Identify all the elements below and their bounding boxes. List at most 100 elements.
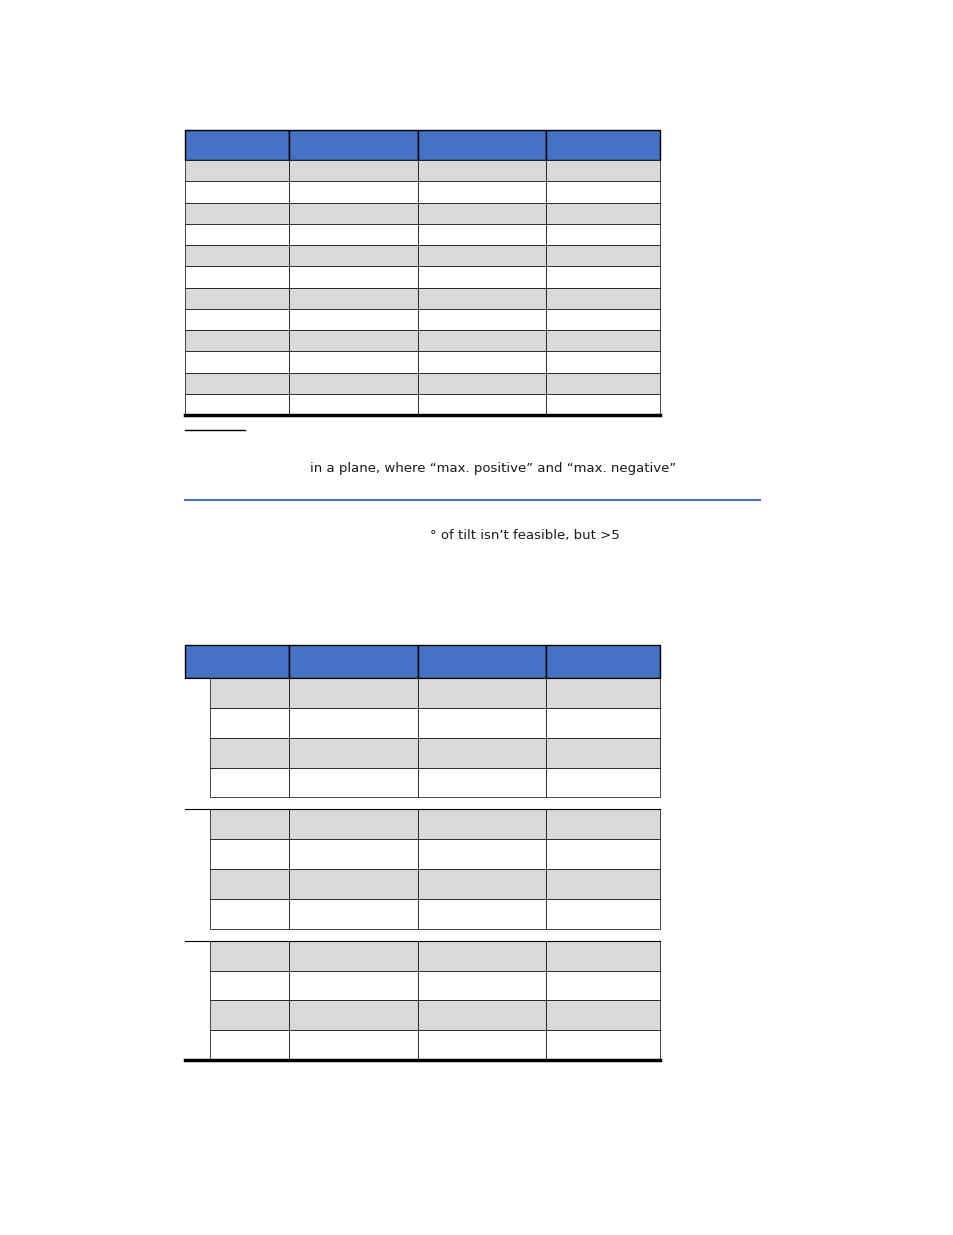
Bar (417, 1030, 545, 1060)
Bar (185, 645, 289, 678)
Bar (417, 224, 545, 245)
Bar (185, 1000, 210, 1030)
Bar (289, 182, 417, 203)
Bar (289, 645, 417, 678)
Bar (417, 203, 545, 224)
Bar (289, 1000, 417, 1030)
Bar (417, 899, 545, 929)
Bar (289, 869, 417, 899)
Bar (185, 941, 210, 971)
Bar (545, 309, 659, 330)
Bar (210, 809, 289, 839)
Bar (417, 767, 545, 798)
Bar (289, 809, 417, 839)
Bar (545, 161, 659, 182)
Bar (289, 373, 417, 394)
Bar (545, 737, 659, 767)
Bar (289, 130, 417, 161)
Bar (289, 971, 417, 1000)
Bar (417, 351, 545, 373)
Bar (185, 971, 210, 1000)
Bar (545, 351, 659, 373)
Bar (289, 394, 417, 415)
Text: in a plane, where “max. positive” and “max. negative”: in a plane, where “max. positive” and “m… (310, 462, 676, 474)
Bar (289, 245, 417, 267)
Bar (185, 839, 210, 869)
Bar (289, 161, 417, 182)
Bar (545, 182, 659, 203)
Bar (417, 678, 545, 708)
Bar (545, 708, 659, 737)
Bar (417, 161, 545, 182)
Bar (185, 1030, 210, 1060)
Bar (417, 373, 545, 394)
Bar (417, 839, 545, 869)
Bar (185, 708, 210, 737)
Bar (545, 971, 659, 1000)
Bar (417, 394, 545, 415)
Bar (545, 1000, 659, 1030)
Bar (545, 645, 659, 678)
Bar (417, 1000, 545, 1030)
Bar (545, 869, 659, 899)
Bar (545, 245, 659, 267)
Bar (210, 678, 289, 708)
Bar (185, 351, 289, 373)
Bar (289, 678, 417, 708)
Bar (185, 288, 289, 309)
Bar (545, 678, 659, 708)
Bar (185, 267, 289, 288)
Bar (185, 809, 210, 839)
Bar (185, 394, 289, 415)
Bar (417, 971, 545, 1000)
Bar (185, 161, 289, 182)
Bar (289, 708, 417, 737)
Bar (417, 288, 545, 309)
Bar (185, 224, 289, 245)
Bar (289, 351, 417, 373)
Bar (185, 678, 210, 708)
Bar (417, 941, 545, 971)
Bar (545, 203, 659, 224)
Bar (210, 1000, 289, 1030)
Bar (289, 330, 417, 351)
Bar (289, 1030, 417, 1060)
Bar (210, 708, 289, 737)
Bar (289, 203, 417, 224)
Bar (417, 245, 545, 267)
Bar (545, 839, 659, 869)
Bar (185, 899, 210, 929)
Bar (417, 708, 545, 737)
Bar (210, 899, 289, 929)
Bar (210, 1030, 289, 1060)
Bar (545, 809, 659, 839)
Bar (289, 224, 417, 245)
Bar (417, 809, 545, 839)
Bar (185, 245, 289, 267)
Bar (545, 373, 659, 394)
Bar (210, 767, 289, 798)
Bar (289, 737, 417, 767)
Bar (210, 869, 289, 899)
Bar (289, 309, 417, 330)
Bar (545, 767, 659, 798)
Bar (185, 737, 210, 767)
Bar (417, 182, 545, 203)
Bar (417, 130, 545, 161)
Bar (545, 941, 659, 971)
Bar (545, 267, 659, 288)
Text: ° of tilt isn’t feasible, but >5: ° of tilt isn’t feasible, but >5 (430, 529, 619, 541)
Bar (545, 899, 659, 929)
Bar (289, 941, 417, 971)
Bar (289, 267, 417, 288)
Bar (545, 1030, 659, 1060)
Bar (210, 941, 289, 971)
Bar (289, 899, 417, 929)
Bar (545, 130, 659, 161)
Bar (185, 373, 289, 394)
Bar (289, 288, 417, 309)
Bar (417, 309, 545, 330)
Bar (210, 839, 289, 869)
Bar (417, 869, 545, 899)
Bar (185, 767, 210, 798)
